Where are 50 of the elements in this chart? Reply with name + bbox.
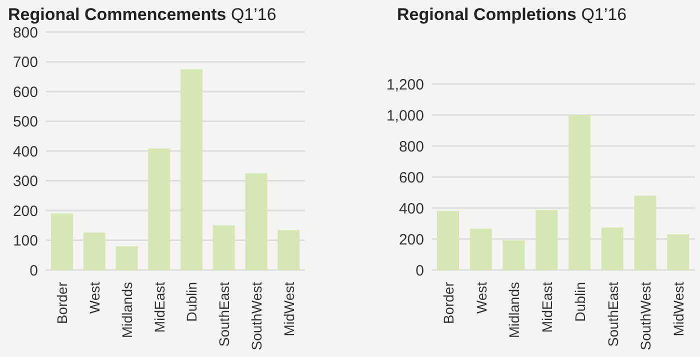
x-tick-label: MidWest <box>670 282 687 336</box>
x-tick-label: West <box>86 282 103 314</box>
y-tick-label: 0 <box>30 262 38 280</box>
bar <box>667 234 690 270</box>
x-tick-label: MidEast <box>151 282 168 333</box>
x-tick-label: Dublin <box>184 282 200 322</box>
y-tick-label: 300 <box>12 173 38 190</box>
bar <box>437 211 459 270</box>
bar <box>601 228 624 270</box>
x-tick-label: SouthEast <box>216 282 232 347</box>
bar <box>83 232 106 270</box>
y-tick-label: 600 <box>398 169 424 186</box>
bar <box>212 225 235 270</box>
x-tick-label: Midlands <box>506 282 522 338</box>
bar <box>116 246 138 270</box>
bar <box>51 213 73 270</box>
y-tick-label: 800 <box>398 138 424 156</box>
bar <box>180 69 202 270</box>
y-tick-label: 700 <box>12 54 38 72</box>
y-tick-label: 500 <box>12 114 38 131</box>
bar <box>245 173 268 270</box>
y-tick-label: 600 <box>12 84 38 101</box>
y-tick-label: 400 <box>398 200 424 218</box>
y-tick-label: 200 <box>398 231 424 248</box>
x-tick-label: MidEast <box>539 282 556 333</box>
x-tick-label: West <box>473 282 490 314</box>
x-tick-label: SouthWest <box>248 282 264 350</box>
x-tick-label: Midlands <box>118 282 135 338</box>
chart-title: Regional Commencements Q1’16 <box>8 5 276 24</box>
bar <box>568 115 590 270</box>
x-tick-label: Border <box>54 282 70 324</box>
y-tick-label: 800 <box>12 24 38 42</box>
y-tick-label: 200 <box>12 202 38 220</box>
y-tick-label: 100 <box>12 232 38 250</box>
y-tick-label: 1,000 <box>386 107 424 124</box>
x-tick-label: SouthWest <box>638 282 654 350</box>
bar <box>148 148 170 270</box>
bar <box>470 228 492 270</box>
bar <box>536 210 558 270</box>
x-tick-label: SouthEast <box>604 282 621 347</box>
x-tick-label: Dublin <box>572 282 588 322</box>
bar <box>502 240 525 270</box>
y-tick-label: 400 <box>12 143 38 160</box>
bar <box>634 196 656 270</box>
y-tick-label: 0 <box>416 262 424 280</box>
y-tick-label: 1,200 <box>386 76 424 94</box>
chart-title: Regional Completions Q1’16 <box>397 5 627 24</box>
x-tick-label: MidWest <box>280 282 297 336</box>
x-tick-label: Border <box>440 282 456 324</box>
bar <box>278 230 300 270</box>
